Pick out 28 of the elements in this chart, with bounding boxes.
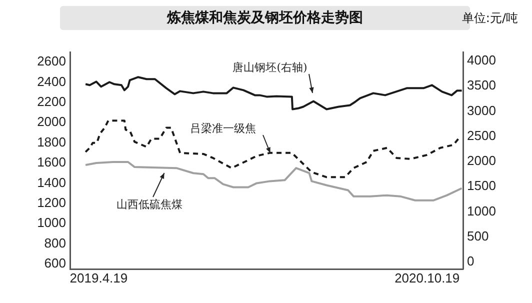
y-tick-label: 800 [44,235,66,250]
y-tick-label: 1600 [37,154,66,170]
y-tick-label: 1800 [37,134,66,150]
y2-tick-label: 3000 [467,102,496,118]
annotation: 吕梁准一级焦 [190,122,256,135]
y2-tick-label: 1000 [467,203,496,218]
y2-tick-label: 2000 [467,153,496,168]
y2-tick-label: 0 [467,254,474,269]
y-tick-label: 2000 [37,114,66,130]
y-tick-label: 2200 [37,94,66,110]
y2-tick-label: 3500 [467,78,496,93]
y-tick-label: 2400 [37,74,66,89]
y2-tick-label: 500 [467,228,489,244]
line-series [84,120,462,178]
y-tick-label: 1400 [37,174,66,190]
y2-tick-label: 2500 [467,128,496,143]
x-tick-label: 2019.4.19 [70,270,128,286]
annotation: 山西低硫焦煤 [116,198,183,211]
chart-title: 炼焦煤和焦炭及钢坯价格走势图 [167,10,363,26]
y-tick-label: 600 [44,256,66,271]
y-tick-label: 1200 [37,194,66,210]
text: 单位:元/吨 [462,10,518,27]
annotation: 唐山钢坯(右轴) [232,60,308,74]
y2-tick-label: 1500 [467,178,496,194]
y-tick-label: 1000 [37,215,66,230]
y-tick-label: 2600 [37,54,66,69]
x-tick-label: 2020.10.19 [394,270,460,286]
y2-tick-label: 4000 [467,52,496,68]
